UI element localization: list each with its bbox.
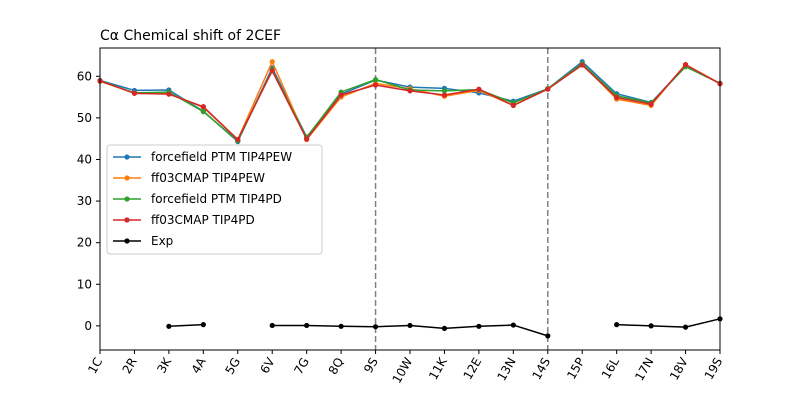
legend-label: forcefield PTM TIP4PEW (151, 150, 292, 164)
data-point (269, 322, 275, 329)
data-point (476, 86, 482, 92)
x-tick-label: 8Q (326, 355, 347, 377)
series-4 (166, 316, 723, 339)
series-3 (97, 62, 723, 143)
data-point (372, 324, 379, 330)
data-point (304, 136, 310, 142)
chart-title: Cα Chemical shift of 2CEF (100, 28, 281, 44)
series-line (99, 60, 721, 141)
data-point (510, 102, 516, 109)
data-point (476, 323, 482, 329)
data-point (441, 325, 448, 331)
legend-swatch-marker (124, 217, 130, 223)
series-line (99, 63, 721, 141)
legend-label: ff03CMAP TIP4PD (151, 213, 255, 227)
x-tick-label: 13N (494, 355, 518, 383)
series-layer (97, 59, 723, 339)
x-tick-label: 2R (120, 355, 140, 376)
data-point (441, 92, 448, 98)
series-line (168, 323, 204, 328)
data-point (200, 109, 206, 115)
series-line (616, 318, 721, 328)
data-point (407, 88, 413, 94)
legend-swatch-marker (124, 175, 130, 181)
x-tick-label: 5G (223, 355, 244, 377)
y-tick-label: 20 (77, 236, 92, 250)
x-tick-label: 11K (426, 354, 450, 382)
reference-lines (374, 48, 549, 350)
legend: forcefield PTM TIP4PEW ff03CMAP TIP4PEW fo… (106, 144, 323, 255)
data-point (579, 62, 585, 68)
y-tick-label: 0 (84, 319, 92, 333)
data-point (166, 323, 172, 329)
data-point (338, 323, 344, 329)
x-tick-label: 4A (189, 355, 209, 376)
data-point (304, 322, 310, 329)
data-point (648, 101, 654, 107)
legend-box (106, 144, 323, 255)
data-point (682, 324, 689, 330)
data-point (372, 82, 379, 88)
legend-label: ff03CMAP TIP4PEW (151, 171, 265, 185)
x-tick-label: 17N (632, 355, 656, 383)
data-point (614, 322, 620, 328)
y-tick-label: 40 (77, 152, 92, 166)
data-point (441, 88, 448, 94)
y-tick-label: 30 (77, 194, 92, 208)
x-tick-label: 1C (85, 355, 105, 376)
data-point (510, 322, 516, 328)
x-tick-label: 19S (702, 355, 726, 382)
legend-label: forcefield PTM TIP4PD (151, 192, 282, 206)
x-tick-label: 16L (599, 355, 622, 381)
x-tick-label: 14S (530, 355, 554, 382)
x-tick-label: 3K (154, 354, 174, 375)
data-point (545, 333, 551, 339)
data-point (131, 90, 138, 96)
data-point (166, 91, 172, 97)
x-tick-label: 15P (564, 355, 587, 381)
data-point (338, 92, 344, 98)
x-tick-label: 7G (291, 355, 312, 377)
data-point (372, 77, 379, 83)
legend-swatch-marker (124, 196, 130, 202)
x-tick-label: 10W (390, 355, 416, 386)
y-tick-label: 10 (77, 277, 92, 291)
data-point (648, 323, 654, 329)
x-tick-label: 12E (461, 355, 485, 382)
y-tick-label: 60 (77, 69, 92, 83)
legend-swatch-marker (124, 154, 130, 160)
x-axis: 1C 2R 3K 4A 5G 6V 7G 8Q 9S 10W 11K 12E 13N 14S 15P 16L 1… (85, 350, 725, 386)
series-1 (97, 59, 723, 143)
legend-swatch-marker (124, 238, 130, 244)
data-point (269, 59, 275, 65)
y-tick-label: 50 (77, 111, 92, 125)
data-point (269, 68, 275, 74)
data-point (200, 322, 206, 328)
x-tick-label: 6V (258, 355, 278, 376)
x-tick-label: 9S (361, 355, 381, 375)
x-tick-label: 18V (667, 355, 691, 383)
data-point (407, 322, 413, 329)
data-point (614, 94, 620, 101)
data-point (200, 104, 206, 110)
data-point (235, 136, 241, 143)
data-point (545, 86, 551, 92)
data-point (682, 62, 689, 68)
legend-label: Exp (151, 234, 173, 248)
y-axis: 0 10 20 30 40 50 60 (77, 69, 100, 333)
